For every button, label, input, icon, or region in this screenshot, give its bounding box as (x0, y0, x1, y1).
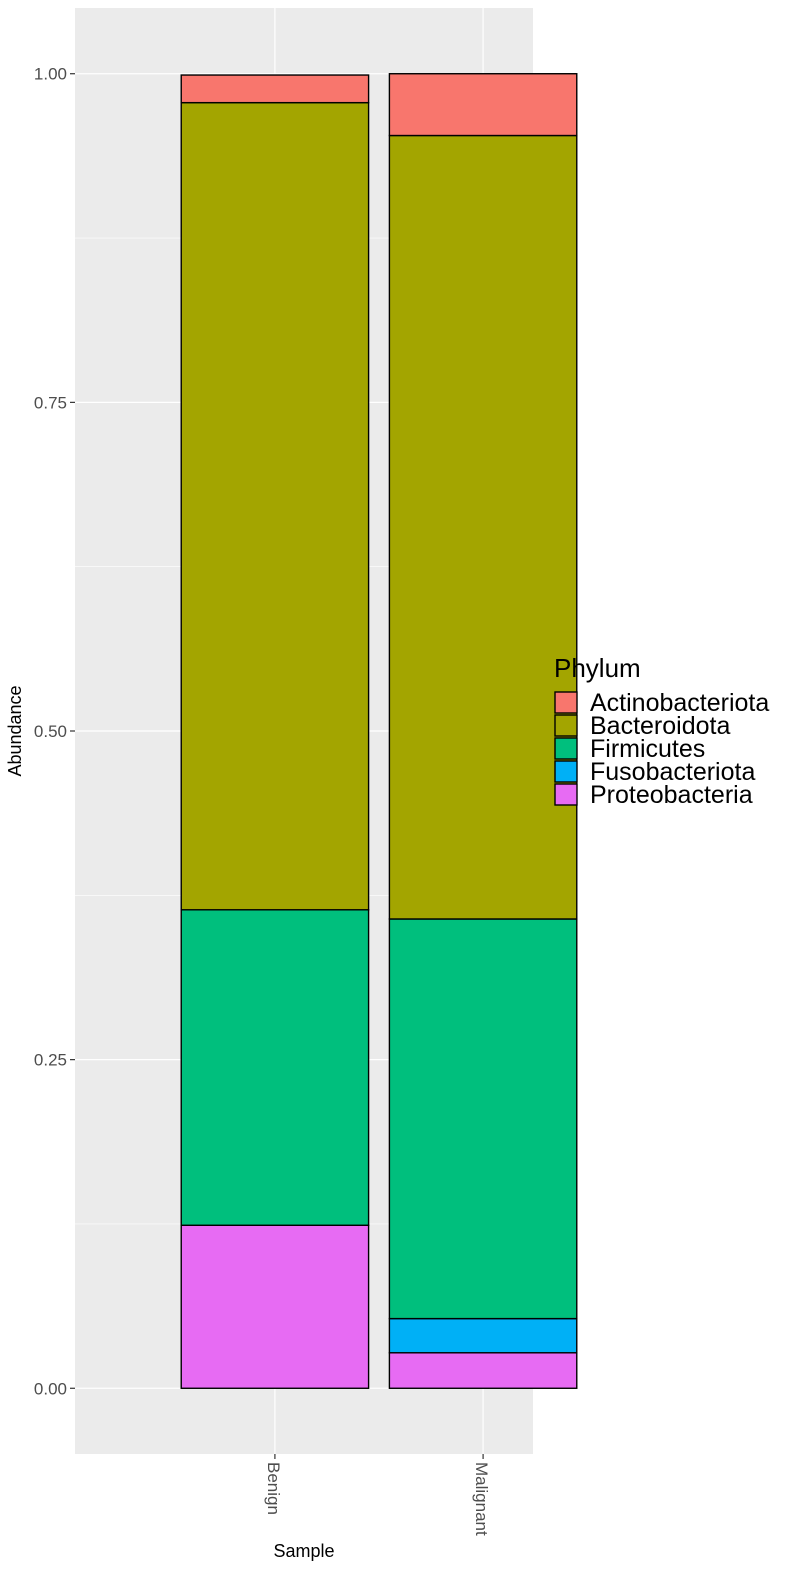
legend-items: ActinobacteriotaBacteroidotaFirmicutesFu… (554, 689, 769, 809)
y-tick-label: 0.00 (34, 1379, 67, 1398)
legend-label-actinobacteriota: Actinobacteriota (590, 689, 769, 717)
legend-label-proteobacteria: Proteobacteria (590, 781, 753, 809)
legend-label-bacteroidota: Bacteroidota (590, 712, 730, 740)
legend-title: Phylum (554, 653, 641, 683)
legend-label-firmicutes: Firmicutes (590, 735, 705, 763)
bar-segment-bacteroidota-benign (180, 101, 370, 911)
y-tick-label: 1.00 (34, 65, 67, 84)
legend-label-fusobacteriota: Fusobacteriota (590, 758, 755, 786)
axes: 0.00 0.25 0.50 0.75 1.00 Benign Malignant (34, 65, 491, 1536)
bar-segment-proteobacteria-benign (180, 1224, 370, 1389)
legend-key-bacteroidota (554, 714, 578, 737)
bars (180, 73, 578, 1389)
legend-key-actinobacteriota (554, 691, 578, 714)
bar-segment-actinobacteriota-malignant (388, 73, 578, 137)
y-tick-label: 0.25 (34, 1051, 67, 1070)
y-tick-label: 0.75 (34, 393, 67, 412)
x-axis-title: Sample (273, 1541, 334, 1561)
bar-segment-proteobacteria-malignant (388, 1352, 578, 1389)
legend-key-firmicutes (554, 737, 578, 760)
legend-key-fusobacteriota (554, 760, 578, 783)
legend-key-proteobacteria (554, 783, 578, 806)
x-tick-label: Benign (264, 1462, 283, 1515)
bar-segment-actinobacteriota-benign (180, 74, 370, 104)
y-axis-title: Abundance (5, 685, 25, 776)
legend: Phylum ActinobacteriotaBacteroidotaFirmi… (554, 653, 769, 809)
bar-segment-firmicutes-malignant (388, 918, 578, 1320)
bar-segment-firmicutes-benign (180, 909, 370, 1226)
bar-segment-bacteroidota-malignant (388, 134, 578, 920)
bar-segment-fusobacteriota-malignant (388, 1317, 578, 1354)
y-tick-label: 0.50 (34, 722, 67, 741)
x-tick-label: Malignant (472, 1462, 491, 1536)
